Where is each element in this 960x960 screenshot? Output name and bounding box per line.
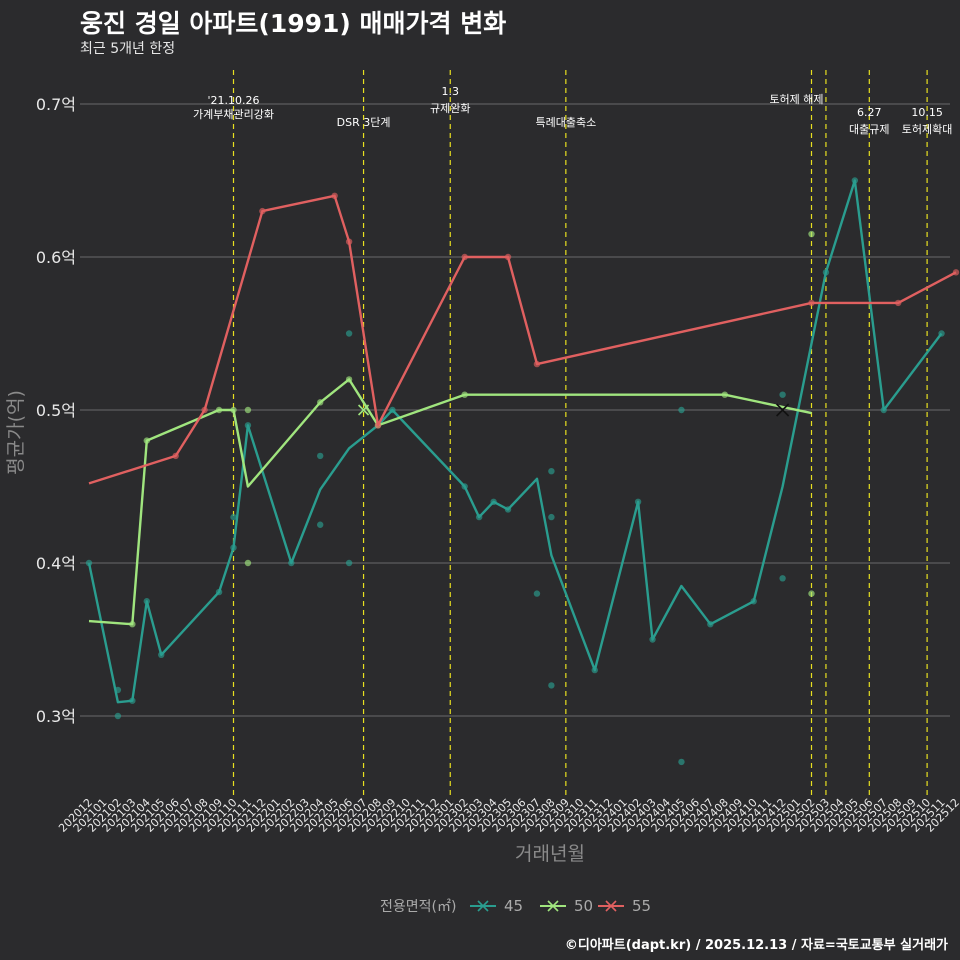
data-point — [779, 575, 786, 582]
data-point — [244, 422, 252, 429]
data-point — [707, 621, 714, 628]
y-tick-label: 0.7억 — [36, 95, 76, 114]
data-point — [475, 513, 483, 521]
y-tick-label: 0.3억 — [36, 707, 76, 726]
data-point — [808, 299, 815, 307]
event-label: '21.10.26 — [207, 94, 259, 107]
data-point — [288, 559, 295, 567]
data-point — [461, 391, 468, 398]
series-line-45 — [87, 179, 943, 704]
data-point — [591, 666, 598, 674]
data-point — [201, 406, 208, 414]
data-point — [129, 621, 136, 628]
data-point — [880, 406, 887, 414]
data-point — [721, 391, 728, 398]
event-label: 대출규제 — [849, 123, 889, 136]
data-point — [548, 682, 555, 689]
data-point — [215, 588, 223, 596]
data-point — [808, 590, 815, 597]
event-label: 6.27 — [857, 106, 882, 119]
x-axis-title: 거래년월 — [515, 843, 585, 865]
data-point — [533, 360, 541, 368]
data-point — [317, 521, 324, 528]
data-point — [317, 399, 324, 406]
legend-key-mark-50 — [547, 900, 559, 912]
event-label: 1.3 — [442, 85, 460, 98]
data-point — [172, 452, 179, 460]
series-45 — [85, 177, 945, 766]
data-point — [317, 452, 324, 460]
chart-subtitle: 최근 5개년 한정 — [80, 41, 176, 57]
y-tick-label: 0.5억 — [36, 401, 76, 420]
x-marker — [357, 404, 370, 416]
data-point — [952, 269, 960, 276]
data-point — [490, 498, 497, 505]
data-point — [504, 253, 512, 261]
data-point — [158, 651, 165, 658]
data-point — [851, 177, 859, 184]
data-point — [114, 712, 122, 720]
legend-label-55: 55 — [632, 897, 651, 915]
data-point — [533, 590, 541, 597]
event-label: 규제완화 — [430, 102, 470, 115]
chart-title: 웅진 경일 아파트(1991) 매매가격 변화 — [80, 9, 507, 38]
data-point — [230, 513, 237, 521]
data-point — [808, 230, 815, 238]
event-label: 토허제 해제 — [769, 92, 823, 106]
data-point — [634, 498, 642, 505]
legend-key-mark-45 — [477, 900, 489, 912]
data-point — [345, 330, 353, 337]
data-point — [649, 636, 656, 643]
legend-title: 전용면적(㎡) — [380, 899, 456, 915]
data-point — [259, 207, 266, 215]
data-point — [345, 376, 353, 383]
data-point — [143, 598, 150, 605]
event-label: DSR 3단계 — [337, 116, 391, 129]
data-point — [461, 483, 468, 490]
data-point — [678, 758, 685, 766]
data-point — [143, 437, 150, 444]
x-marker — [776, 403, 790, 417]
data-point — [244, 406, 252, 414]
y-tick-label: 0.4억 — [36, 554, 76, 573]
series-line-50 — [88, 378, 812, 626]
data-point — [678, 406, 685, 414]
event-label: 특례대출축소 — [535, 116, 596, 129]
data-point — [331, 192, 338, 199]
y-tick-label: 0.6억 — [36, 248, 76, 267]
data-point — [548, 513, 555, 521]
data-point — [895, 299, 902, 307]
event-label: 토허제확대 — [902, 123, 953, 136]
data-point — [215, 406, 223, 414]
data-point — [85, 559, 93, 567]
data-point — [461, 253, 468, 261]
source-caption: ©디아파트(dapt.kr) / 2025.12.13 / 자료=국토교통부 실… — [564, 938, 948, 953]
series-55 — [88, 192, 960, 485]
data-point — [230, 406, 237, 414]
data-point — [129, 697, 136, 704]
data-point — [822, 269, 830, 276]
data-point — [504, 506, 512, 513]
data-point — [345, 238, 353, 245]
legend-key-mark-55 — [605, 900, 617, 912]
data-point — [244, 559, 252, 567]
series-line-55 — [88, 194, 957, 485]
data-point — [374, 422, 382, 429]
data-point — [938, 330, 945, 337]
legend-label-45: 45 — [504, 897, 523, 915]
y-axis-title: 평균가(억) — [5, 390, 27, 475]
legend-label-50: 50 — [574, 897, 593, 915]
data-point — [779, 391, 786, 398]
data-point — [548, 468, 555, 475]
event-label: 가계부채관리강화 — [193, 108, 274, 121]
data-point — [230, 544, 237, 551]
series-50 — [88, 230, 815, 628]
event-label: 10.15 — [911, 106, 943, 119]
data-point — [345, 559, 353, 567]
data-point — [389, 406, 396, 414]
data-point — [750, 598, 757, 605]
data-point — [114, 686, 122, 694]
